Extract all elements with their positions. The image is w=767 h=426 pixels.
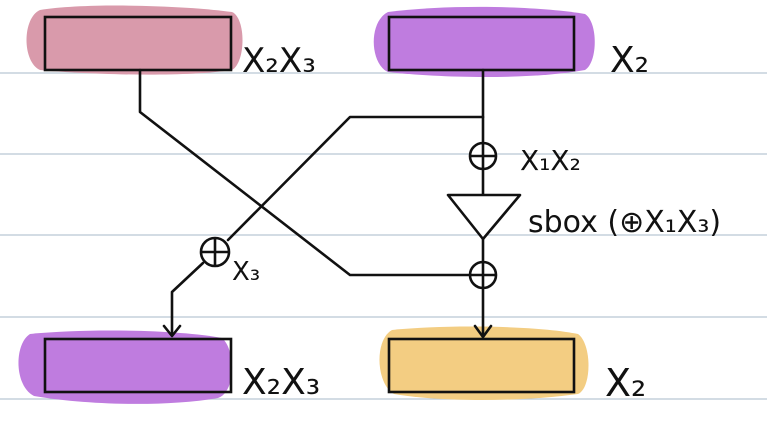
label-top-left: X₂X₃ — [242, 41, 316, 81]
highlights — [18, 5, 595, 404]
xor-symbols — [199, 141, 498, 290]
triangle-sbox-icon — [446, 193, 522, 241]
wires — [138, 68, 485, 337]
arrow-down-icon — [473, 324, 493, 339]
circled-plus-icon — [199, 236, 231, 268]
wire-left-down — [170, 261, 205, 335]
boxes — [43, 15, 576, 394]
arrow-down-icon — [162, 324, 182, 338]
purple-highlight-top — [373, 6, 595, 78]
pink-highlight — [26, 5, 243, 75]
wire-cross-to-left — [226, 115, 485, 242]
box-top-right — [387, 15, 576, 72]
label-xor-top-right: X₁X₂ — [520, 144, 581, 177]
purple-highlight-bottom — [18, 330, 233, 404]
arrows — [162, 324, 493, 339]
label-bottom-left: X₂X₃ — [242, 362, 320, 403]
box-top-left — [43, 15, 233, 72]
box-bottom-left — [43, 337, 233, 394]
yellow-highlight — [379, 326, 589, 400]
label-bottom-right: X₂ — [605, 361, 646, 405]
label-top-right: X₂ — [610, 40, 649, 81]
box-bottom-right — [387, 337, 576, 394]
wire-top-left-cross — [138, 68, 472, 277]
circled-plus-icon — [468, 141, 498, 171]
labels: X₂X₃ X₂ X₁X₂ sbox (⊕X₁X₃) X₃ X₂X₃ X₂ — [232, 40, 721, 405]
circled-plus-icon — [468, 260, 498, 290]
label-sbox: sbox (⊕X₁X₃) — [528, 205, 721, 240]
label-xor-left: X₃ — [232, 257, 260, 287]
